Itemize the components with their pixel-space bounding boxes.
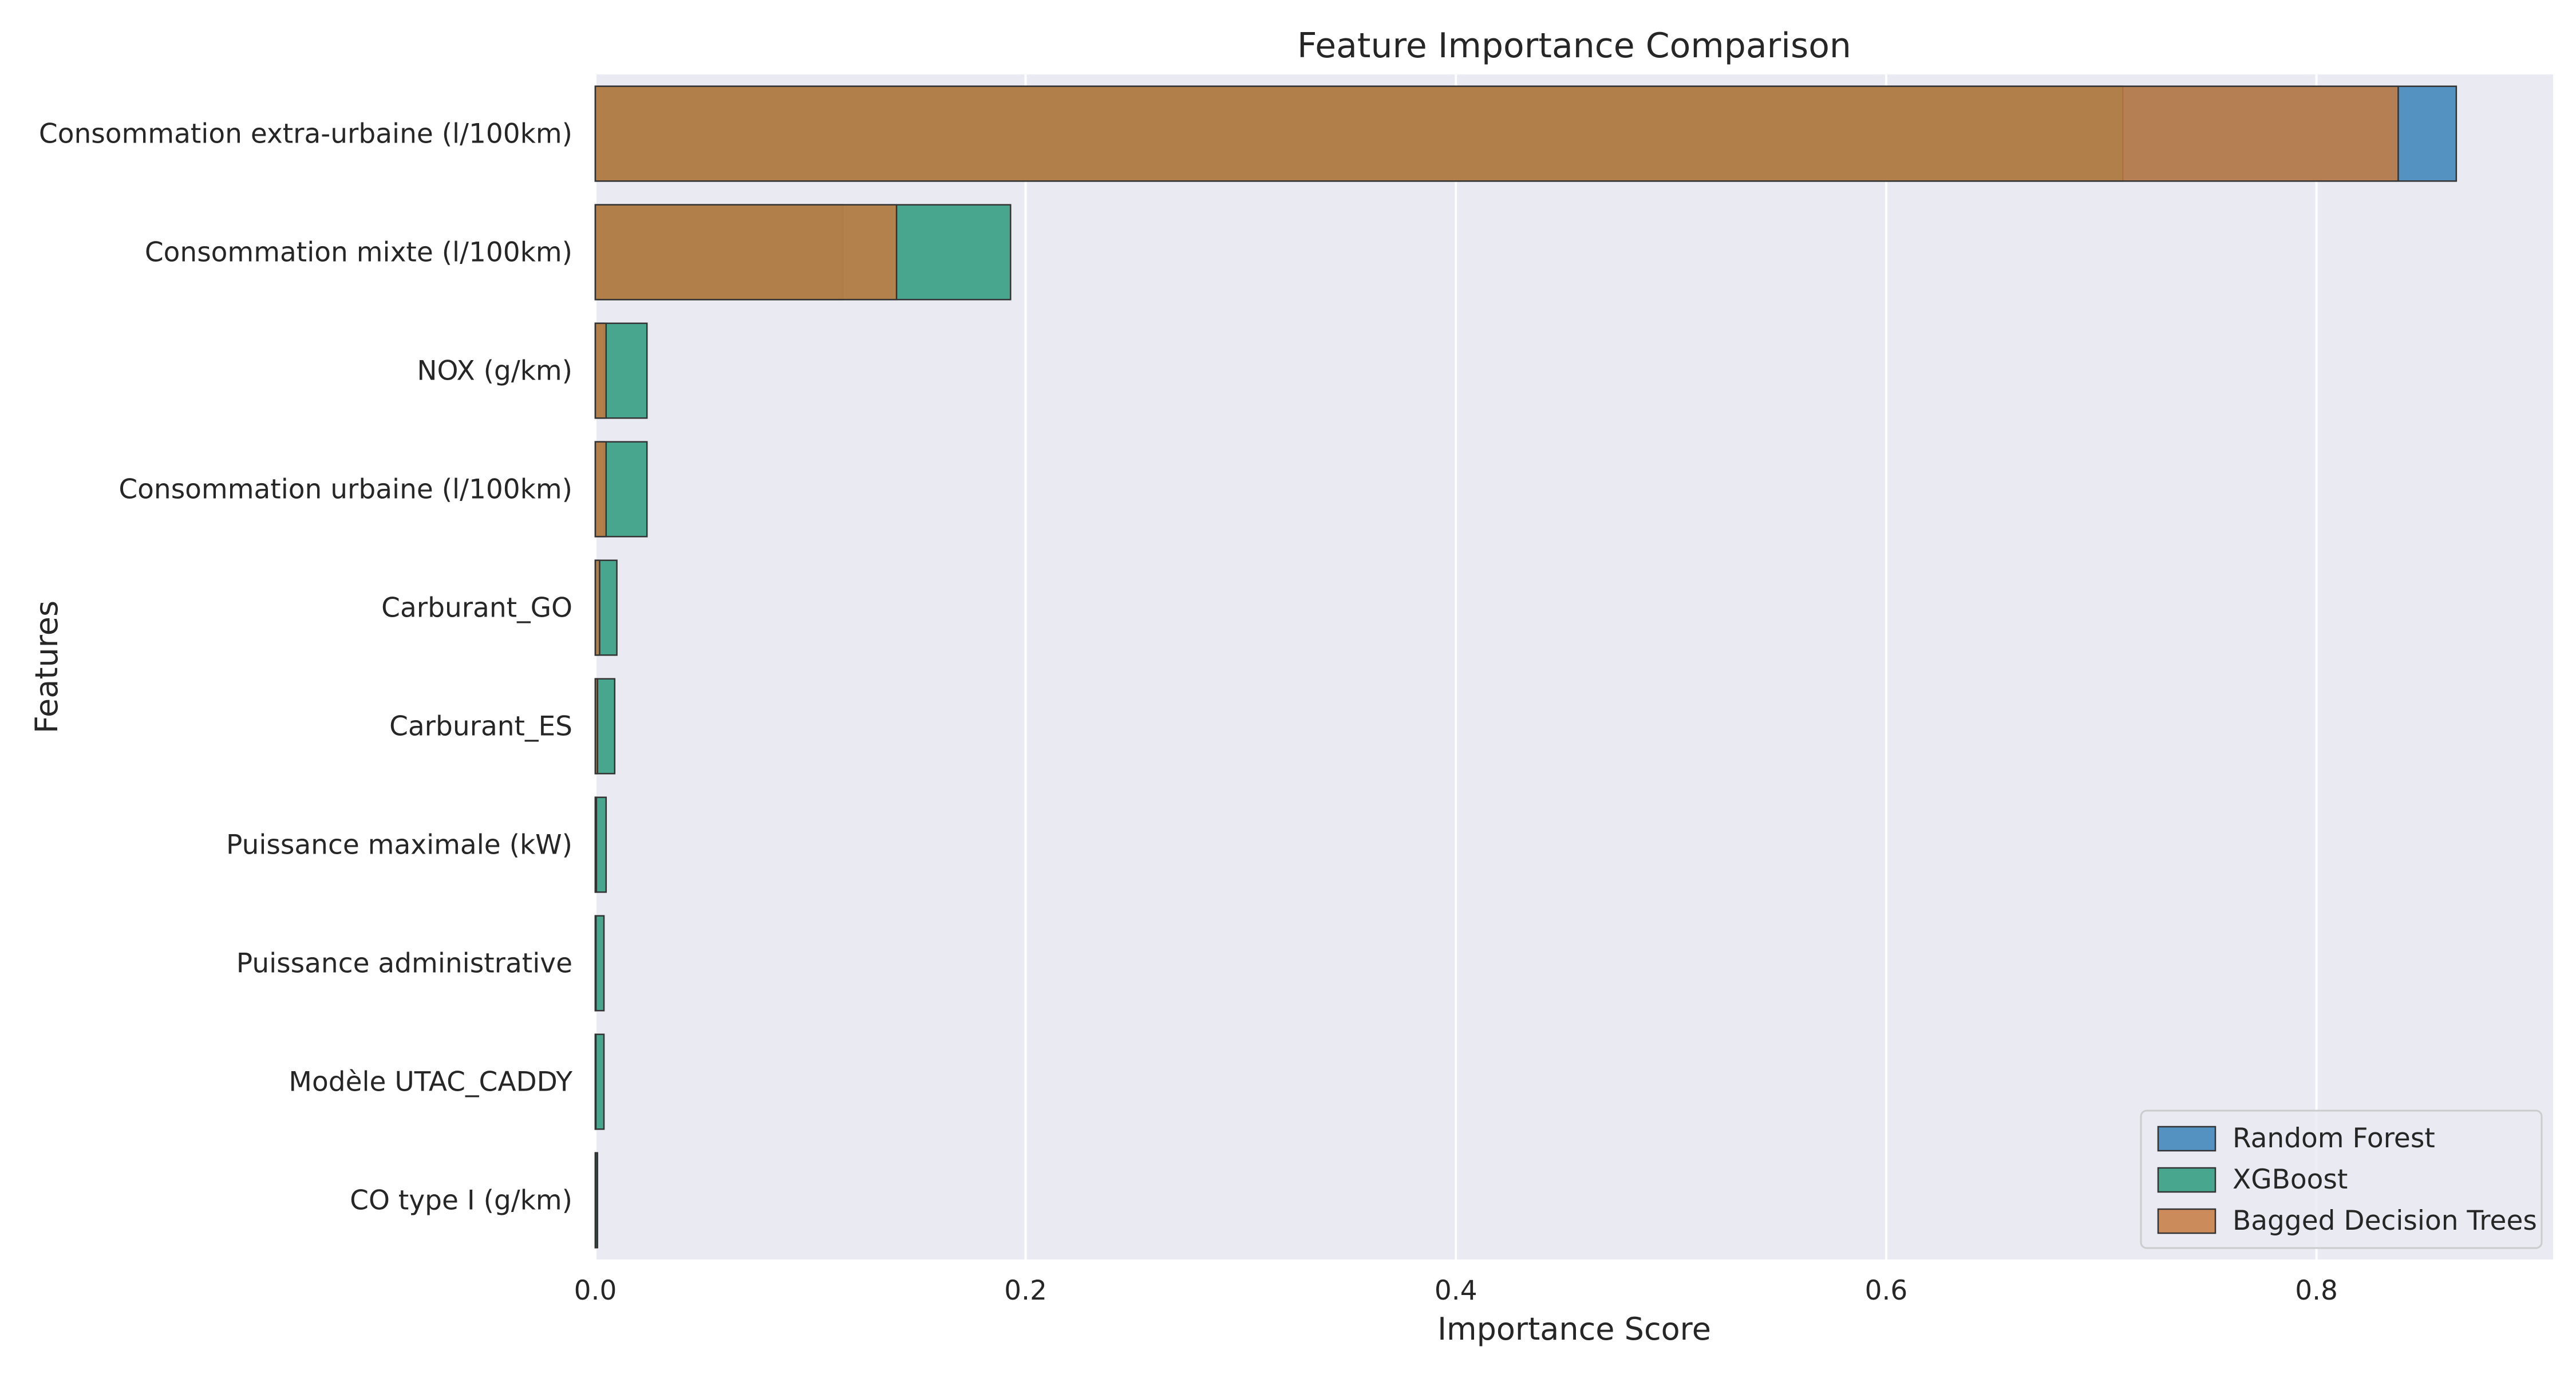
bar-bagged-decision-trees bbox=[594, 1152, 597, 1249]
bar-bagged-decision-trees bbox=[594, 678, 599, 775]
x-tick-label: 0.4 bbox=[1435, 1275, 1477, 1306]
x-tick-label: 0.6 bbox=[1865, 1275, 1908, 1306]
bar-bagged-decision-trees bbox=[594, 85, 2399, 182]
bar-bagged-decision-trees bbox=[594, 915, 597, 1012]
y-tick-label: Consommation mixte (l/100km) bbox=[145, 237, 572, 269]
bar-xgboost bbox=[594, 678, 616, 775]
legend-label: Random Forest bbox=[2233, 1123, 2435, 1154]
bar-bagged-decision-trees bbox=[594, 441, 607, 538]
chart-title: Feature Importance Comparison bbox=[1297, 26, 1851, 66]
y-tick-labels: Consommation extra-urbaine (l/100km) Cons… bbox=[39, 119, 572, 1217]
y-tick-label: Puissance maximale (kW) bbox=[226, 830, 572, 861]
legend-label: Bagged Decision Trees bbox=[2233, 1205, 2537, 1237]
legend: Random Forest XGBoost Bagged Decision Tree… bbox=[2140, 1110, 2543, 1249]
x-tick-label: 0.8 bbox=[2295, 1275, 2338, 1306]
bar-bagged-decision-trees bbox=[594, 796, 598, 893]
y-axis-label: Features bbox=[29, 601, 65, 733]
bar-bagged-decision-trees bbox=[594, 204, 898, 301]
y-tick-label: Consommation extra-urbaine (l/100km) bbox=[39, 119, 572, 150]
bar-bagged-decision-trees bbox=[594, 559, 600, 656]
y-tick-label: Puissance administrative bbox=[236, 948, 572, 980]
legend-swatch bbox=[2157, 1208, 2217, 1234]
y-tick-label: Modèle UTAC_CADDY bbox=[289, 1067, 572, 1098]
x-tick-label: 0.0 bbox=[574, 1275, 617, 1306]
x-axis-label: Importance Score bbox=[1437, 1311, 1711, 1347]
y-tick-label: Carburant_GO bbox=[381, 593, 572, 624]
bars bbox=[594, 85, 2458, 1249]
y-tick-label: Consommation urbaine (l/100km) bbox=[118, 474, 572, 506]
legend-swatch bbox=[2157, 1126, 2217, 1152]
legend-box bbox=[2140, 1110, 2543, 1249]
y-tick-label: Carburant_ES bbox=[389, 711, 572, 743]
bar-xgboost bbox=[594, 1033, 605, 1130]
legend-label: XGBoost bbox=[2233, 1164, 2348, 1195]
bar-bagged-decision-trees bbox=[594, 1033, 597, 1130]
y-tick-label: NOX (g/km) bbox=[417, 356, 572, 387]
y-tick-label: CO type I (g/km) bbox=[350, 1185, 572, 1217]
x-tick-label: 0.2 bbox=[1004, 1275, 1047, 1306]
x-tick-labels: 0.0 0.2 0.4 0.6 0.8 bbox=[574, 1275, 2338, 1306]
legend-swatch bbox=[2157, 1167, 2217, 1193]
bar-bagged-decision-trees bbox=[594, 322, 607, 419]
